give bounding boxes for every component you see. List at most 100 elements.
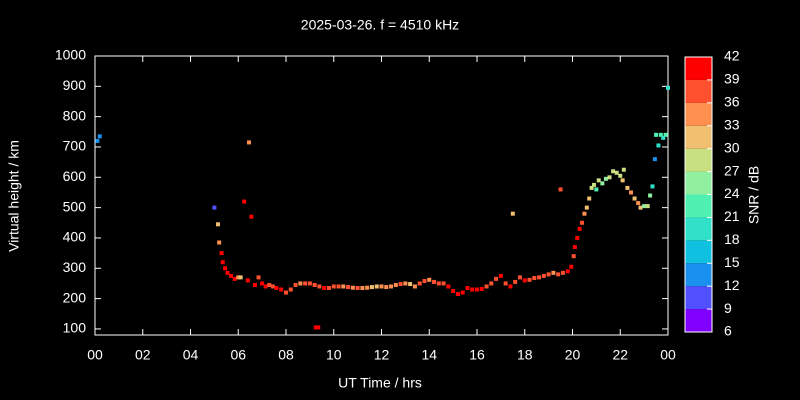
data-point	[632, 196, 637, 201]
y-tick-label: 600	[63, 168, 87, 184]
data-point	[451, 289, 456, 294]
colorbar-band	[685, 194, 712, 218]
data-point	[260, 281, 265, 286]
chart-title: 2025-03-26. f = 4510 kHz	[301, 17, 459, 33]
x-tick-label: 02	[135, 347, 151, 363]
colorbar-tick-label: 6	[724, 323, 732, 339]
data-point	[384, 285, 389, 290]
data-point	[577, 226, 582, 231]
data-point	[374, 284, 379, 289]
data-point	[541, 273, 546, 278]
data-point	[427, 277, 432, 282]
data-point	[242, 199, 247, 204]
data-point	[312, 282, 317, 287]
data-point	[236, 275, 241, 280]
data-point	[441, 281, 446, 286]
data-point	[412, 284, 417, 289]
data-point	[346, 285, 351, 290]
data-point	[517, 275, 522, 280]
data-point	[263, 284, 268, 289]
data-point	[432, 279, 437, 284]
colorbar-band	[685, 240, 712, 264]
colorbar-tick-label: 12	[724, 277, 740, 293]
data-point	[652, 157, 657, 162]
data-point	[513, 279, 518, 284]
colorbar-tick-label: 27	[724, 162, 740, 178]
data-point	[571, 254, 576, 259]
data-point	[551, 270, 556, 275]
data-point	[326, 285, 331, 290]
data-point	[298, 281, 303, 286]
data-point	[398, 282, 403, 287]
y-axis-label: Virtual height / km	[6, 140, 22, 252]
x-tick-label: 04	[183, 347, 199, 363]
colorbar-band	[685, 171, 712, 195]
data-point	[238, 275, 243, 280]
data-point	[288, 287, 293, 292]
y-tick-label: 900	[63, 77, 87, 93]
data-point	[465, 285, 470, 290]
data-point	[580, 220, 585, 225]
data-point	[654, 132, 659, 137]
data-point	[628, 190, 633, 195]
data-point	[417, 281, 422, 286]
data-point	[256, 275, 261, 280]
colorbar-tick-label: 36	[724, 94, 740, 110]
data-point	[508, 284, 513, 289]
data-point	[408, 282, 413, 287]
colorbar-label: SNR / dB	[746, 166, 762, 224]
data-point	[611, 169, 616, 174]
y-tick-label: 800	[63, 107, 87, 123]
y-tick-label: 500	[63, 198, 87, 214]
plot-frame	[94, 55, 669, 336]
data-point	[575, 235, 580, 240]
colorbar-band	[685, 57, 712, 80]
data-point	[560, 270, 565, 275]
data-point	[389, 284, 394, 289]
data-point	[336, 284, 341, 289]
data-point	[607, 175, 612, 180]
x-tick-label: 08	[278, 347, 294, 363]
data-point	[546, 272, 551, 277]
x-tick-label: 00	[660, 347, 676, 363]
data-point	[621, 167, 626, 172]
data-point	[591, 182, 596, 187]
data-point	[510, 211, 515, 216]
data-point	[494, 276, 499, 281]
x-tick-label: 18	[517, 347, 533, 363]
data-point	[229, 273, 234, 278]
data-point	[220, 260, 225, 265]
x-tick-label: 00	[87, 347, 103, 363]
data-point	[618, 173, 623, 178]
data-point	[379, 284, 384, 289]
data-point	[666, 85, 670, 90]
colorbar-tick-label: 18	[724, 231, 740, 247]
data-point	[274, 285, 279, 290]
colorbar-tick-label: 15	[724, 254, 740, 270]
data-point	[569, 264, 574, 269]
data-point	[279, 287, 284, 292]
colorbar-tick-label: 42	[724, 48, 740, 64]
x-tick-label: 10	[326, 347, 342, 363]
y-tick-label: 100	[63, 320, 87, 336]
colorbar-band	[685, 125, 712, 149]
data-point	[369, 285, 374, 290]
data-point	[556, 272, 561, 277]
data-point	[232, 276, 237, 281]
data-point	[558, 187, 563, 192]
data-point	[436, 281, 441, 286]
data-point	[455, 292, 460, 297]
data-point	[614, 170, 619, 175]
data-point	[341, 284, 346, 289]
x-tick-label: 22	[612, 347, 628, 363]
data-point	[587, 196, 592, 201]
data-point	[489, 281, 494, 286]
colorbar-tick-label: 24	[724, 185, 740, 201]
data-point	[316, 325, 321, 330]
colorbar-tick-label: 9	[724, 300, 732, 316]
data-point	[503, 281, 508, 286]
data-point	[360, 285, 365, 290]
data-point	[215, 222, 220, 227]
data-point	[350, 285, 355, 290]
data-point	[532, 275, 537, 280]
